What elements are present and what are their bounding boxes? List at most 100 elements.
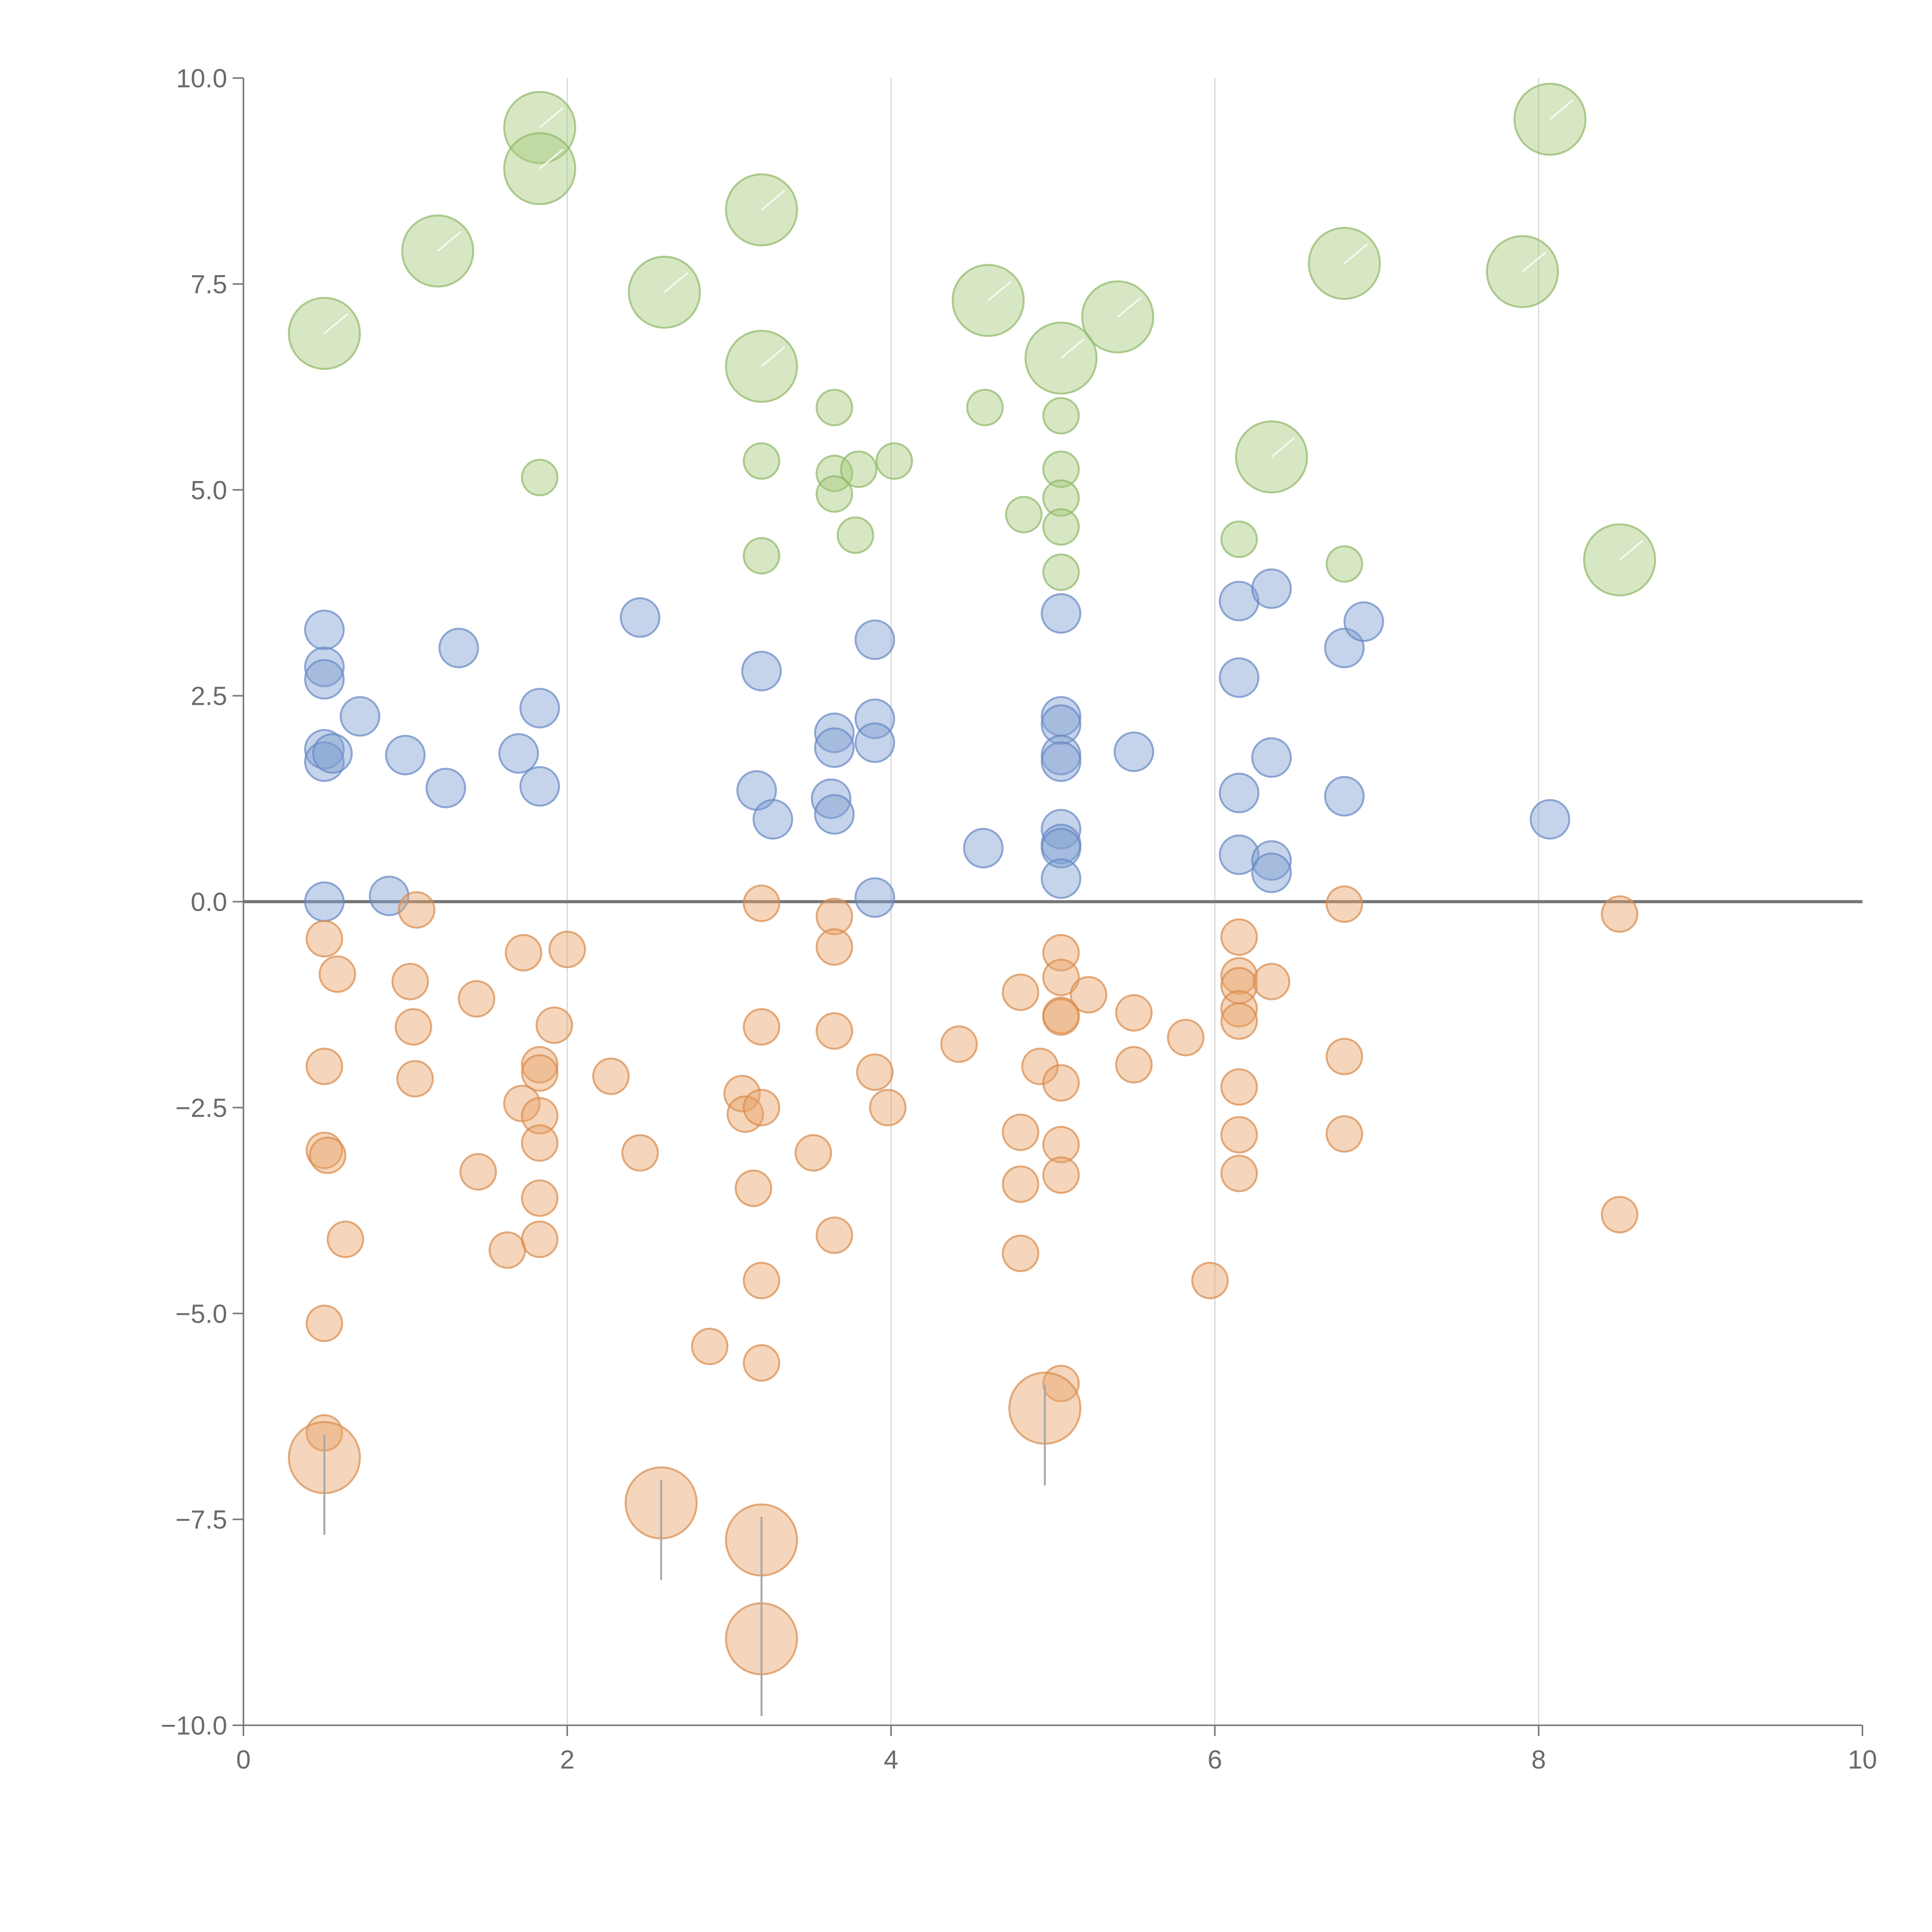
bubble-blue (1529, 799, 1570, 840)
bubble-orange (1325, 1037, 1363, 1075)
bubble-orange (1002, 973, 1039, 1011)
bubble-green (840, 450, 878, 488)
bubble-orange (391, 963, 429, 1000)
bubble-orange (1070, 976, 1107, 1014)
bubble-orange (521, 1046, 559, 1084)
leader-line (324, 313, 348, 334)
bubble-blue (1219, 657, 1260, 698)
bubble-blue (1251, 852, 1292, 893)
bubble-blue (1251, 568, 1292, 609)
y-tick-label: 7.5 (190, 270, 227, 299)
bubble-orange (1042, 1156, 1080, 1194)
bubble-blue (752, 799, 793, 840)
bubble-orange (1042, 1126, 1080, 1163)
bubble-orange (735, 1169, 772, 1207)
axes (233, 77, 1863, 1736)
bubble-orange (1042, 1064, 1080, 1102)
bubble-blue (1041, 704, 1082, 745)
bubble-orange (1021, 1048, 1059, 1085)
bubble-orange (1042, 959, 1080, 997)
bubble-orange (794, 1134, 832, 1172)
bubble-blue (1251, 840, 1292, 881)
bubble-orange (743, 1088, 781, 1126)
bubble-blue (741, 651, 782, 692)
bubble-green (1005, 496, 1043, 534)
leader-line (1549, 99, 1574, 120)
bubble-blue (854, 722, 895, 763)
y-tick-label: −10.0 (161, 1711, 227, 1740)
bubble-green (1042, 479, 1080, 517)
bubble-orange (521, 1054, 559, 1092)
bubble-blue (1324, 776, 1365, 817)
bubble-orange (743, 884, 781, 922)
tick-labels: −10.0 −7.5 −5.0 −2.5 0.0 2.5 5.0 7.5 10.0 0 2 4 6 8 10 (161, 64, 1877, 1774)
bubble-orange (521, 1124, 559, 1162)
bubble-orange (592, 1057, 630, 1095)
bubble-orange (398, 891, 435, 929)
bubble-blue (1041, 741, 1082, 782)
bubble-orange (1042, 1364, 1080, 1402)
bubble-orange (459, 1153, 497, 1191)
y-tick-label: −7.5 (175, 1505, 227, 1534)
y-tick-label: 2.5 (190, 682, 227, 711)
bubble-green (1042, 553, 1080, 591)
bubble-orange (488, 1231, 526, 1269)
bubble-orange (1220, 957, 1258, 995)
leader-line (1522, 252, 1546, 272)
bubble-blue (814, 713, 855, 753)
bubble-green (966, 389, 1004, 427)
x-tick-label: 10 (1848, 1745, 1877, 1774)
leader-line (988, 280, 1012, 301)
bubble-orange (1002, 1113, 1039, 1151)
bubble-orange (815, 898, 853, 935)
y-tick-label: −2.5 (175, 1093, 227, 1122)
bubble-orange (521, 1179, 559, 1217)
bubble-orange (1325, 885, 1363, 923)
bubble-series (288, 83, 1656, 1675)
bubble-green (1042, 450, 1080, 488)
bubble-blue (1251, 737, 1292, 778)
bubble-blue (620, 597, 661, 638)
bubble-orange (1042, 998, 1080, 1036)
bubble-blue (811, 778, 852, 819)
bubble-blue (854, 698, 895, 739)
bubble-orange (1325, 1115, 1363, 1153)
bubble-orange (691, 1328, 729, 1366)
leader-line (1060, 338, 1085, 359)
bubble-blue (1219, 772, 1260, 813)
bubble-orange (1115, 994, 1153, 1032)
leader-line (1619, 540, 1643, 561)
bubble-orange (743, 1008, 781, 1046)
bubble-orange (1191, 1262, 1229, 1299)
bubble-orange (327, 1220, 364, 1258)
bubble-orange (1167, 1019, 1205, 1056)
bubble-blue (304, 646, 345, 687)
bubble-green (1220, 520, 1258, 558)
bubble-orange (457, 980, 495, 1018)
bubble-blue (340, 696, 381, 737)
leader-line (437, 231, 462, 252)
bubble-blue (425, 767, 466, 808)
bubble-orange (395, 1008, 432, 1046)
leader-line (539, 148, 564, 170)
bubble-green (521, 459, 559, 497)
bubble-orange (940, 1025, 978, 1063)
bubble-blue (312, 733, 353, 774)
bubble-orange (856, 1053, 894, 1091)
bubble-orange (1220, 1068, 1258, 1106)
bubble-orange (306, 920, 343, 957)
bubble-blue (304, 609, 345, 650)
leader-line (761, 346, 786, 367)
leader-line (761, 190, 786, 211)
bubble-blue (519, 766, 560, 807)
bubble-blue (498, 733, 539, 774)
bubble-orange (815, 1216, 853, 1254)
bubble-orange (1601, 895, 1638, 933)
bubble-green (815, 454, 853, 492)
leader-line (539, 107, 564, 128)
bubble-green (1042, 397, 1080, 435)
bubble-green (743, 537, 781, 575)
bubble-orange (621, 1134, 659, 1172)
bubble-orange (548, 930, 586, 968)
bubble-orange (815, 1012, 853, 1050)
